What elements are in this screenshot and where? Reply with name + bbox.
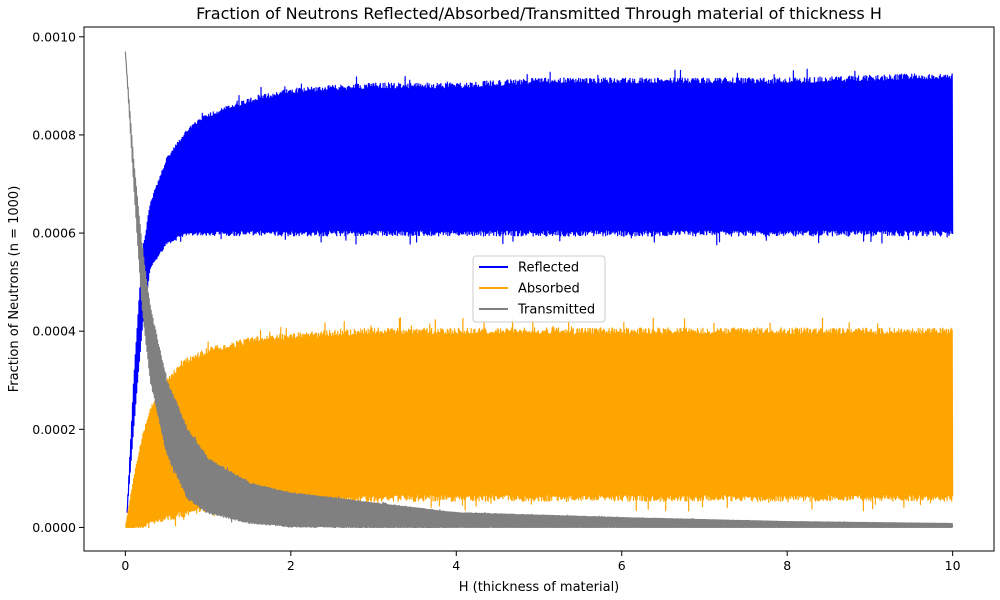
y-tick-label: 0.0004 bbox=[32, 324, 76, 339]
chart-title: Fraction of Neutrons Reflected/Absorbed/… bbox=[196, 4, 882, 23]
y-axis: 0.0000 0.0002 0.0004 0.0006 0.0008 0.0010 bbox=[32, 29, 84, 535]
legend-label-transmitted: Transmitted bbox=[517, 303, 595, 318]
y-tick-label: 0.0002 bbox=[32, 422, 76, 437]
plot-area bbox=[124, 51, 954, 529]
legend: Reflected Absorbed Transmitted bbox=[472, 255, 606, 323]
series-line-absorbed bbox=[125, 317, 954, 529]
x-tick-label: 8 bbox=[783, 558, 791, 573]
y-tick-label: 0.0008 bbox=[32, 127, 76, 142]
series-line-transmitted bbox=[124, 51, 954, 529]
legend-label-absorbed: Absorbed bbox=[518, 282, 580, 297]
y-tick-label: 0.0000 bbox=[32, 520, 76, 535]
x-tick-label: 6 bbox=[618, 558, 626, 573]
y-tick-label: 0.0006 bbox=[32, 226, 76, 241]
x-tick-label: 2 bbox=[287, 558, 295, 573]
series-line-reflected bbox=[126, 68, 954, 513]
y-tick-label: 0.0010 bbox=[32, 29, 76, 44]
legend-box bbox=[472, 255, 606, 323]
x-tick-label: 0 bbox=[121, 558, 129, 573]
x-axis: 0 2 4 6 8 10 bbox=[121, 551, 961, 573]
x-tick-label: 10 bbox=[945, 558, 961, 573]
legend-label-reflected: Reflected bbox=[518, 261, 579, 276]
x-axis-label: H (thickness of material) bbox=[459, 580, 620, 595]
y-axis-label: Fraction of Neutrons (n = 1000) bbox=[7, 186, 22, 393]
plot-frame bbox=[83, 26, 995, 552]
x-tick-label: 4 bbox=[452, 558, 460, 573]
